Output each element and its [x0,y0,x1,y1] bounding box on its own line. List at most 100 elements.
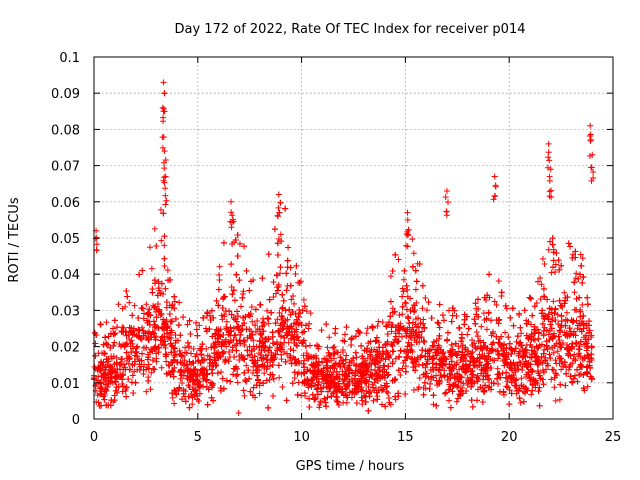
data-point [148,265,155,272]
data-point [576,342,583,349]
data-point [283,270,290,277]
data-point [168,327,175,334]
data-point [517,339,524,346]
data-point [567,330,574,337]
data-point [326,372,333,379]
data-point [120,328,127,335]
data-point [367,338,374,345]
data-point [186,384,193,391]
data-point [453,312,460,319]
data-point [123,332,130,339]
data-point [425,299,432,306]
data-point [374,396,381,403]
data-point [330,376,337,383]
data-point [243,362,250,369]
data-point [450,365,457,372]
data-point [259,275,266,282]
data-point [258,347,265,354]
data-point [97,380,104,387]
data-point [375,372,382,379]
data-point [232,316,239,323]
data-point [462,362,469,369]
data-point [343,352,350,359]
data-point [138,357,145,364]
data-point [549,235,556,242]
data-point [227,324,234,331]
data-point [155,349,162,356]
data-point [283,397,290,404]
data-point [173,391,180,398]
data-point [402,327,409,334]
data-point [180,314,187,321]
data-point [563,370,570,377]
data-point [228,328,235,335]
data-point [581,354,588,361]
data-point [230,287,237,294]
data-point [401,357,408,364]
data-point [534,278,541,285]
data-point [272,351,279,358]
data-point [279,291,286,298]
data-point [331,350,338,357]
data-point [526,354,533,361]
data-point [463,387,470,394]
data-point [577,352,584,359]
data-point [230,371,237,378]
data-point [410,302,417,309]
data-point [256,379,263,386]
data-point [504,378,511,385]
data-point [439,350,446,357]
data-point [476,337,483,344]
data-point [92,382,99,389]
data-point [495,277,502,284]
data-point [401,267,408,274]
data-point [502,302,509,309]
data-point [549,366,556,373]
data-point [123,384,130,391]
data-point [404,353,411,360]
data-point [273,272,280,279]
data-point [247,388,254,395]
data-point [528,391,535,398]
data-point [264,307,271,314]
data-point [441,367,448,374]
data-point [259,323,266,330]
data-point [280,297,287,304]
data-point [496,340,503,347]
data-point [415,315,422,322]
data-point [284,257,291,264]
data-point [417,354,424,361]
data-point [578,328,585,335]
data-point [309,369,316,376]
data-point [521,361,528,368]
data-point [382,356,389,363]
data-point [446,397,453,404]
data-point [234,308,241,315]
data-point [130,389,137,396]
data-point [343,372,350,379]
data-point [283,287,290,294]
data-point [320,384,327,391]
data-point [301,357,308,364]
data-point [171,298,178,305]
data-point [551,384,558,391]
data-point [314,385,321,392]
data-point [186,317,193,324]
data-point [411,308,418,315]
data-point [459,384,466,391]
data-point [276,309,283,316]
data-point [564,294,571,301]
data-point [163,358,170,365]
data-point [331,343,338,350]
data-point [241,338,248,345]
data-point [399,293,406,300]
data-point [324,344,331,351]
data-point [375,318,382,325]
data-point [237,331,244,338]
data-point [421,338,428,345]
data-point [541,261,548,268]
data-point [234,323,241,330]
data-point [229,240,236,247]
data-point [412,367,419,374]
data-point [201,356,208,363]
